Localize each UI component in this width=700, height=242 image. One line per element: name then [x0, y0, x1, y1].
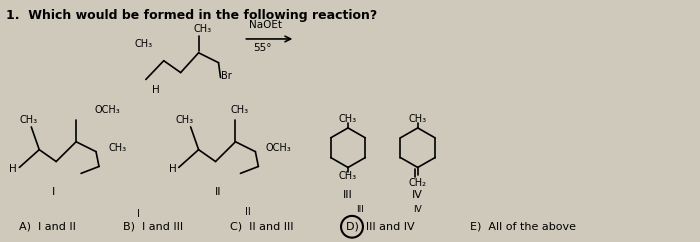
Text: 1.  Which would be formed in the following reaction?: 1. Which would be formed in the followin… [6, 9, 377, 22]
Text: CH₃: CH₃ [134, 39, 153, 49]
Text: CH₃: CH₃ [339, 171, 357, 181]
Text: CH₃: CH₃ [20, 115, 37, 125]
Text: CH₃: CH₃ [230, 105, 248, 115]
Text: CH₃: CH₃ [109, 143, 127, 153]
Text: I: I [137, 209, 140, 219]
Text: H: H [9, 164, 17, 174]
Text: CH₃: CH₃ [409, 114, 427, 124]
Text: NaOEt: NaOEt [248, 20, 282, 30]
Text: II: II [216, 187, 222, 197]
Text: I: I [52, 187, 55, 197]
Text: D)  III and IV: D) III and IV [346, 222, 414, 232]
Text: A)  I and II: A) I and II [20, 222, 76, 232]
Text: III: III [343, 190, 353, 200]
Text: IV: IV [414, 205, 422, 214]
Text: C)  II and III: C) II and III [230, 222, 294, 232]
Text: III: III [356, 205, 364, 214]
Text: E)  All of the above: E) All of the above [470, 222, 575, 232]
Text: CH₂: CH₂ [409, 178, 427, 188]
Text: IV: IV [412, 190, 423, 200]
Text: H: H [169, 164, 176, 174]
Text: B)  I and III: B) I and III [123, 222, 183, 232]
Text: H: H [152, 85, 160, 95]
Text: OCH₃: OCH₃ [94, 105, 120, 115]
Text: Br: Br [220, 70, 231, 81]
Text: CH₃: CH₃ [176, 115, 194, 125]
Text: II: II [244, 207, 251, 217]
Text: OCH₃: OCH₃ [265, 143, 291, 153]
Text: CH₃: CH₃ [193, 24, 211, 34]
Text: CH₃: CH₃ [339, 114, 357, 124]
Text: 55°: 55° [253, 43, 272, 53]
